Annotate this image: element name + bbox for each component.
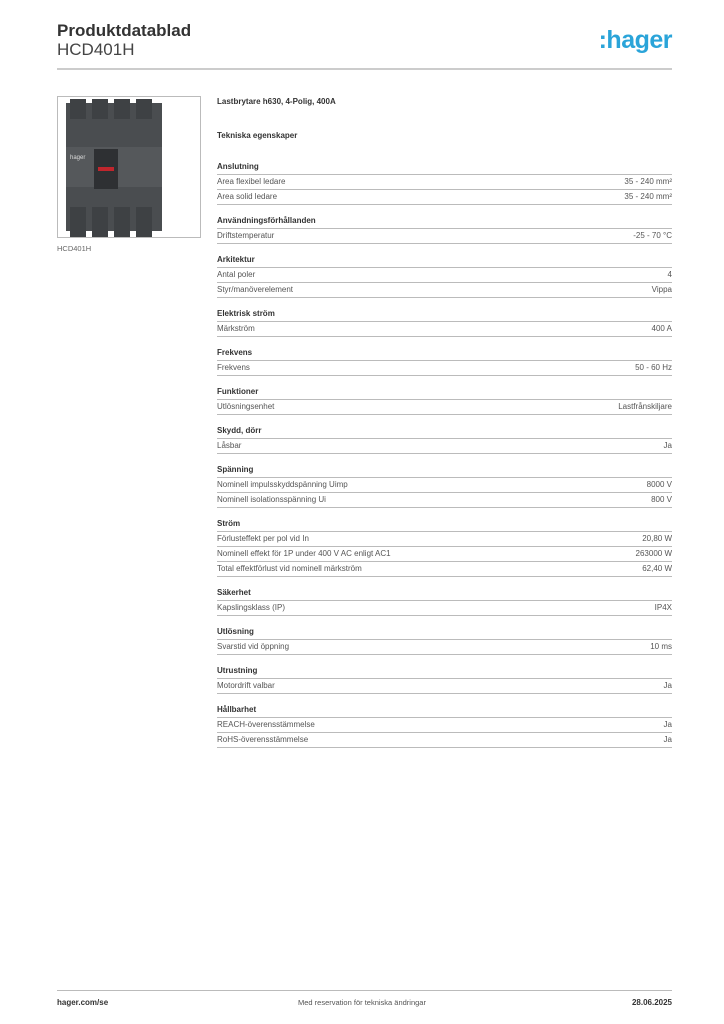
spec-label: Styr/manöverelement	[217, 285, 294, 294]
hager-logo: :hager	[598, 26, 673, 54]
spec-section: Hållbarhet REACH-överensstämmelse Ja RoHS-ö…	[217, 703, 672, 748]
spec-label: Antal poler	[217, 270, 256, 279]
spec-label: Area solid ledare	[217, 192, 278, 201]
spec-value: Lastfrånskiljare	[618, 402, 672, 411]
spec-row: Nominell effekt för 1P under 400 V AC en…	[217, 547, 672, 562]
spec-value: 400 A	[651, 324, 672, 333]
section-title: Tekniska egenskaper	[217, 131, 298, 140]
spec-row: Antal poler 4	[217, 268, 672, 283]
spec-row: Area solid ledare 35 - 240 mm²	[217, 190, 672, 205]
spec-row: Frekvens 50 - 60 Hz	[217, 361, 672, 376]
section-heading: Skydd, dörr	[217, 424, 672, 439]
section-heading: Ström	[217, 517, 672, 532]
spec-section: Arkitektur Antal poler 4 Styr/manöverelemen…	[217, 253, 672, 298]
spec-label: RoHS-överensstämmelse	[217, 735, 309, 744]
spec-value: Vippa	[651, 285, 672, 294]
spec-section: Ström Förlusteffekt per pol vid In 20,80 W…	[217, 517, 672, 577]
spec-section: Spänning Nominell impulsskyddspänning Uim…	[217, 463, 672, 508]
spec-row: Nominell isolationsspänning Ui 800 V	[217, 493, 672, 508]
section-heading: Anslutning	[217, 160, 672, 175]
footer-date: 28.06.2025	[631, 998, 672, 1007]
spec-value: 10 ms	[650, 642, 672, 651]
spec-section: Elektrisk ström Märkström 400 A	[217, 307, 672, 337]
spec-label: Frekvens	[217, 363, 250, 372]
spec-row: Total effektförlust vid nominell märkstr…	[217, 562, 672, 577]
spec-label: Nominell impulsskyddspänning Uimp	[217, 480, 348, 489]
spec-row: Svarstid vid öppning 10 ms	[217, 640, 672, 655]
spec-row: REACH-överensstämmelse Ja	[217, 718, 672, 733]
section-heading: Arkitektur	[217, 253, 672, 268]
spec-label: Förlusteffekt per pol vid In	[217, 534, 309, 543]
spec-value: 20,80 W	[642, 534, 672, 543]
section-heading: Elektrisk ström	[217, 307, 672, 322]
spec-section: Säkerhet Kapslingsklass (IP) IP4X	[217, 586, 672, 616]
spec-section: Frekvens Frekvens 50 - 60 Hz	[217, 346, 672, 376]
product-name: Lastbrytare h630, 4-Polig, 400A	[217, 97, 336, 106]
spec-value: 35 - 240 mm²	[624, 177, 672, 186]
spec-value: 50 - 60 Hz	[635, 363, 672, 372]
spec-value: IP4X	[654, 603, 672, 612]
spec-value: 35 - 240 mm²	[624, 192, 672, 201]
spec-row: Motordrift valbar Ja	[217, 679, 672, 694]
footer-disclaimer: Med reservation för tekniska ändringar	[298, 998, 426, 1007]
spec-value: -25 - 70 °C	[633, 231, 672, 240]
spec-row: Utlösningsenhet Lastfrånskiljare	[217, 400, 672, 415]
spec-label: Total effektförlust vid nominell märkstr…	[217, 564, 362, 573]
spec-row: Driftstemperatur -25 - 70 °C	[217, 229, 672, 244]
section-heading: Användningsförhållanden	[217, 214, 672, 229]
spec-value: 4	[667, 270, 672, 279]
footer-website[interactable]: hager.com/se	[57, 998, 109, 1007]
section-heading: Utlösning	[217, 625, 672, 640]
spec-row: Låsbar Ja	[217, 439, 672, 454]
spec-label: Driftstemperatur	[217, 231, 275, 240]
spec-section: Användningsförhållanden Driftstemperatur -…	[217, 214, 672, 244]
svg-text:hager: hager	[70, 155, 85, 161]
product-code: HCD401H	[57, 40, 135, 59]
spec-row: Förlusteffekt per pol vid In 20,80 W	[217, 532, 672, 547]
header-divider	[57, 68, 672, 70]
image-caption: HCD401H	[57, 244, 92, 253]
spec-row: Märkström 400 A	[217, 322, 672, 337]
spec-value: Ja	[663, 720, 672, 729]
spec-row: Styr/manöverelement Vippa	[217, 283, 672, 298]
spec-label: Area flexibel ledare	[217, 177, 286, 186]
spec-row: RoHS-överensstämmelse Ja	[217, 733, 672, 748]
spec-label: Svarstid vid öppning	[217, 642, 290, 651]
footer-divider	[57, 990, 672, 991]
spec-label: Motordrift valbar	[217, 681, 275, 690]
spec-value: 8000 V	[646, 480, 672, 489]
spec-row: Kapslingsklass (IP) IP4X	[217, 601, 672, 616]
spec-value: Ja	[663, 441, 672, 450]
spec-value: 62,40 W	[642, 564, 672, 573]
spec-value: Ja	[663, 735, 672, 744]
section-heading: Utrustning	[217, 664, 672, 679]
page-title: Produktdatablad	[57, 21, 192, 40]
spec-section: Anslutning Area flexibel ledare 35 - 240 m…	[217, 160, 672, 205]
spec-value: Ja	[663, 681, 672, 690]
spec-label: Nominell isolationsspänning Ui	[217, 495, 326, 504]
section-heading: Frekvens	[217, 346, 672, 361]
spec-section: Skydd, dörr Låsbar Ja	[217, 424, 672, 454]
spec-section: Utrustning Motordrift valbar Ja	[217, 664, 672, 694]
section-heading: Säkerhet	[217, 586, 672, 601]
section-heading: Hållbarhet	[217, 703, 672, 718]
spec-value: 263000 W	[635, 549, 672, 558]
section-heading: Funktioner	[217, 385, 672, 400]
spec-label: Låsbar	[217, 441, 242, 450]
spec-label: Utlösningsenhet	[217, 402, 275, 411]
product-image: hager	[57, 96, 201, 238]
spec-label: REACH-överensstämmelse	[217, 720, 315, 729]
spec-value: 800 V	[651, 495, 672, 504]
spec-label: Nominell effekt för 1P under 400 V AC en…	[217, 549, 391, 558]
spec-section: Funktioner Utlösningsenhet Lastfrånskiljar…	[217, 385, 672, 415]
spec-label: Märkström	[217, 324, 255, 333]
spec-row: Nominell impulsskyddspänning Uimp 8000 V	[217, 478, 672, 493]
spec-table: Anslutning Area flexibel ledare 35 - 240 m…	[217, 160, 672, 748]
spec-content: Lastbrytare h630, 4-Polig, 400A Tekniska…	[217, 97, 672, 757]
spec-label: Kapslingsklass (IP)	[217, 603, 286, 612]
spec-row: Area flexibel ledare 35 - 240 mm²	[217, 175, 672, 190]
spec-section: Utlösning Svarstid vid öppning 10 ms	[217, 625, 672, 655]
section-heading: Spänning	[217, 463, 672, 478]
